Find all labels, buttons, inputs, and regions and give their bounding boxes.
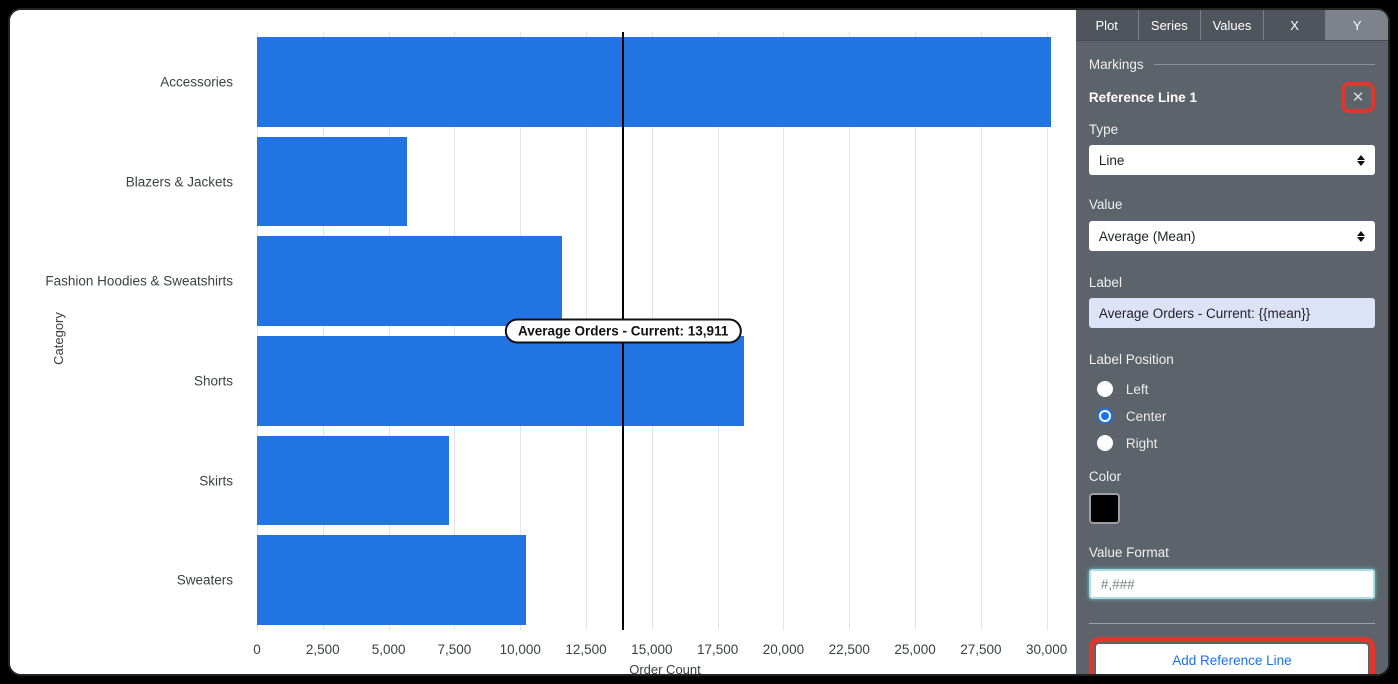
markings-section-header: Markings: [1089, 57, 1375, 72]
category-label: Accessories: [160, 74, 233, 90]
highlight-box-add-button: Add Reference Line: [1088, 637, 1375, 674]
label-position-radio-group: Left Center Right: [1089, 381, 1375, 451]
tab-values[interactable]: Values: [1201, 10, 1264, 40]
x-tick-label: 0: [253, 642, 261, 657]
x-axis-ticks: 0 2,500 5,000 7,500 10,000 12,500 15,000 17,500…: [253, 642, 1073, 658]
x-tick-label: 12,500: [565, 642, 607, 657]
value-select[interactable]: Average (Mean): [1088, 221, 1375, 251]
type-field-label: Type: [1088, 122, 1119, 137]
bar-row: [257, 231, 1073, 331]
category-label: Sweaters: [176, 572, 233, 588]
x-tick-label: 2,500: [305, 642, 340, 657]
radio-label: Right: [1125, 435, 1158, 451]
bar-row: [257, 331, 1073, 431]
bar-row: [257, 32, 1073, 132]
tab-y[interactable]: Y: [1326, 10, 1388, 40]
bar-chart: Average Orders - Current: 13,911 Accesso…: [10, 10, 1076, 674]
color-swatch[interactable]: [1088, 493, 1120, 524]
bar-fashion-hoodies-sweatshirts[interactable]: [257, 236, 563, 327]
y-axis-title: Category: [50, 312, 66, 365]
markings-panel: Markings Reference Line 1 ✕ Type Line Va…: [1076, 41, 1388, 674]
x-tick-label: 22,500: [828, 642, 870, 657]
plot-area: Average Orders - Current: 13,911: [257, 32, 1073, 630]
bar-skirts[interactable]: [257, 435, 450, 526]
reference-line-title: Reference Line 1: [1088, 89, 1197, 105]
gridline: [915, 32, 917, 630]
bar-shorts[interactable]: [257, 336, 744, 426]
label-position-label: Label Position: [1088, 352, 1174, 367]
x-tick-label: 25,000: [894, 642, 936, 657]
bar-accessories[interactable]: [257, 36, 1051, 127]
radio-label: Center: [1125, 408, 1167, 424]
label-input[interactable]: [1088, 298, 1375, 328]
bar-row: [257, 530, 1073, 630]
label-field-label: Label: [1088, 275, 1122, 290]
radio-selected-icon[interactable]: [1096, 408, 1113, 424]
reference-line-label[interactable]: Average Orders - Current: 13,911: [504, 318, 742, 344]
x-tick-label: 7,500: [437, 642, 472, 657]
tab-plot[interactable]: Plot: [1076, 10, 1139, 40]
gridline: [980, 32, 982, 630]
reference-line-header: Reference Line 1 ✕: [1089, 80, 1375, 114]
radio-option-left[interactable]: Left: [1096, 381, 1375, 397]
markings-section-label: Markings: [1088, 57, 1144, 72]
gridline: [257, 32, 258, 630]
radio-option-right[interactable]: Right: [1096, 435, 1375, 451]
gridline: [1046, 32, 1048, 630]
bar-row: [257, 132, 1073, 232]
panel-divider: [1088, 623, 1375, 624]
value-field-label: Value: [1088, 197, 1123, 212]
category-axis-labels: Accessories Blazers & Jackets Fashion Hood…: [10, 32, 242, 630]
value-select-value: Average (Mean): [1098, 228, 1196, 244]
bar-blazers-jackets[interactable]: [257, 136, 407, 227]
value-format-label: Value Format: [1088, 545, 1169, 560]
x-tick-label: 15,000: [631, 642, 673, 657]
gridline: [322, 32, 324, 630]
x-tick-label: 27,500: [960, 642, 1002, 657]
radio-label: Left: [1125, 381, 1149, 397]
radio-option-center[interactable]: Center: [1096, 408, 1375, 424]
gridline: [388, 32, 390, 630]
panel-tabbar: Plot Series Values X Y: [1075, 10, 1388, 41]
category-label: Skirts: [199, 473, 233, 488]
bar-rows: [257, 32, 1073, 630]
select-updown-icon: [1357, 230, 1365, 242]
category-label: Shorts: [193, 373, 233, 389]
gridline: [454, 32, 456, 630]
gridline: [783, 32, 785, 630]
settings-panel: Plot Series Values X Y Markings Reference Li…: [1075, 10, 1388, 674]
radio-unselected-icon[interactable]: [1096, 435, 1113, 451]
color-field-label: Color: [1088, 469, 1122, 484]
highlight-box-close: ✕: [1341, 81, 1375, 113]
tab-x[interactable]: X: [1264, 10, 1327, 40]
app-window: Average Orders - Current: 13,911 Accesso…: [8, 8, 1390, 676]
x-tick-label: 10,000: [499, 642, 541, 657]
x-tick-label: 5,000: [371, 642, 406, 657]
radio-unselected-icon[interactable]: [1096, 381, 1113, 397]
x-tick-label: 30,000: [1026, 642, 1068, 657]
gridline: [849, 32, 851, 630]
tab-series[interactable]: Series: [1139, 10, 1202, 40]
x-axis-title: Order Count: [629, 662, 701, 676]
bar-sweaters[interactable]: [257, 535, 527, 626]
value-format-input[interactable]: [1088, 569, 1375, 599]
bar-row: [257, 431, 1073, 531]
close-icon[interactable]: ✕: [1351, 88, 1365, 106]
select-updown-icon: [1357, 154, 1365, 166]
x-tick-label: 17,500: [696, 642, 739, 657]
markings-section-divider: [1153, 64, 1375, 65]
x-tick-label: 20,000: [762, 642, 805, 657]
category-label: Blazers & Jackets: [125, 174, 233, 189]
add-reference-line-button[interactable]: Add Reference Line: [1095, 644, 1368, 674]
category-label: Fashion Hoodies & Sweatshirts: [45, 273, 233, 289]
type-select-value: Line: [1098, 152, 1125, 168]
type-select[interactable]: Line: [1088, 145, 1375, 175]
